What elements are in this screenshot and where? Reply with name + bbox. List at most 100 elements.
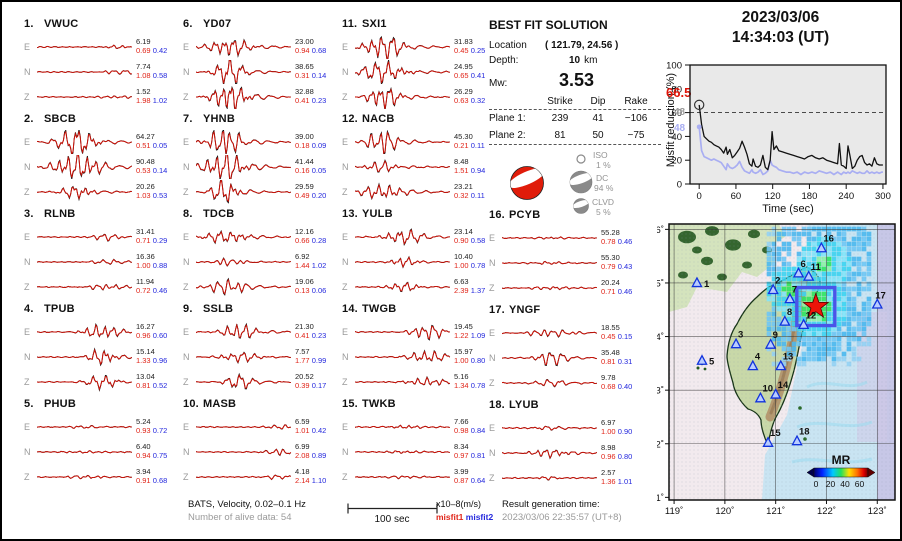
amplitude-value: 16.36 — [136, 252, 155, 261]
mw-value: 3.53 — [559, 70, 595, 90]
channel-label: E — [342, 421, 349, 432]
misfit2-value: 0.11 — [470, 140, 485, 150]
misfit2-value: 0.31 — [617, 356, 633, 366]
station-panel-tdcb: 8. TDCB E 12.16 0.66 0.28 N 6.92 1.44 1.02 Z 19.0… — [183, 208, 335, 303]
event-date: 2023/03/06 — [741, 9, 820, 26]
misfit1-value: 2.14 — [295, 475, 310, 485]
misfit2-value: 0.96 — [152, 355, 168, 365]
station-panel-vwuc: 1. VWUC E 6.19 0.69 0.42 N 7.74 1.08 0.58 Z 1.52 1… — [24, 18, 176, 113]
waveform-trace — [502, 448, 598, 460]
misfit2-value: 0.17 — [311, 380, 327, 390]
misfit1-value: 1.98 — [136, 95, 151, 105]
channel-label: N — [24, 446, 31, 457]
misfit1-value: 0.97 — [454, 450, 469, 460]
initial-blue-label: 48 — [674, 123, 686, 134]
amplitude-value: 39.00 — [295, 132, 314, 141]
waveform-trace — [37, 346, 133, 366]
channel-row: N 38.65 0.31 0.14 — [183, 59, 335, 84]
channel-row: N 7.74 1.08 0.58 — [24, 59, 176, 84]
amplitude-value: 31.41 — [136, 227, 155, 236]
amplitude-value: 4.18 — [295, 467, 310, 476]
channel-label: E — [183, 136, 190, 147]
channel-row: E 19.45 1.22 1.09 — [342, 319, 494, 344]
location-label: Location — [489, 40, 527, 51]
amplitude-value: 6.92 — [295, 252, 310, 261]
misfit1-value: 1.44 — [295, 260, 310, 270]
amplitude-value: 20.26 — [136, 182, 155, 191]
channel-row: Z 20.24 0.71 0.46 — [489, 275, 641, 300]
station-title: 1. VWUC — [24, 18, 79, 30]
channel-label: E — [342, 231, 349, 242]
channel-row: N 35.48 0.81 0.31 — [489, 345, 641, 370]
amplitude-value: 10.40 — [454, 252, 473, 261]
channel-row: E 6.97 1.00 0.90 — [489, 415, 641, 440]
channel-row: E 31.83 0.45 0.25 — [342, 34, 494, 59]
waveform-trace — [196, 447, 292, 456]
channel-values: 21.30 0.41 0.23 — [295, 322, 327, 340]
map-station-number: 2 — [775, 275, 780, 286]
x-tick-label: 120 — [765, 191, 781, 202]
col-dip: Dip — [590, 95, 606, 107]
channel-row: N 10.40 1.00 0.78 — [342, 249, 494, 274]
station-map: 1 2 3 4 5 6 7 8 9 10 11 12 13 14 15 16 17 18 119˚ 120˚ 121˚ 1… — [650, 217, 900, 522]
map-station-marker: 15 — [762, 428, 781, 447]
amplitude-value: 23.21 — [454, 182, 473, 191]
misfit1-value: 0.45 — [454, 45, 469, 55]
channel-label: Z — [183, 91, 189, 102]
misfit2-series-line — [698, 126, 883, 176]
channel-values: 55.30 0.79 0.43 — [601, 253, 632, 271]
misfit2-value: 0.68 — [152, 475, 168, 485]
channel-row: N 55.30 0.79 0.43 — [489, 250, 641, 275]
amplitude-value: 24.95 — [454, 62, 473, 71]
channel-label: N — [183, 256, 190, 267]
lon-tick-label: 123˚ — [868, 506, 887, 517]
station-title: 2. SBCB — [24, 113, 76, 125]
plane2-strike: 81 — [554, 130, 566, 141]
station-title: 4. TPUB — [24, 303, 75, 315]
channel-label: Z — [489, 472, 495, 483]
amplitude-value: 6.59 — [295, 417, 310, 426]
station-title: 7. YHNB — [183, 113, 235, 125]
waveform-trace — [196, 59, 291, 84]
channel-values: 64.27 0.51 0.05 — [136, 132, 167, 150]
channel-label: E — [183, 326, 190, 337]
misfit2-value: 0.23 — [311, 330, 327, 340]
y-tick-label: 0 — [677, 180, 682, 191]
waveform-trace — [37, 44, 132, 49]
amplitude-value: 18.55 — [601, 323, 620, 332]
map-station-marker: 5 — [696, 354, 715, 368]
main-beachball-icon — [510, 166, 544, 200]
amplitude-value: 21.30 — [295, 322, 314, 331]
channel-values: 41.44 0.16 0.05 — [295, 157, 326, 175]
channel-label: E — [342, 41, 349, 52]
waveform-trace — [196, 38, 291, 58]
channel-label: Z — [24, 471, 30, 482]
channel-label: N — [489, 447, 496, 458]
channel-row: N 8.98 0.96 0.80 — [489, 440, 641, 465]
amplitude-value: 15.97 — [454, 347, 473, 356]
waveform-trace — [502, 235, 597, 240]
waveform-trace — [355, 348, 451, 362]
channel-values: 20.52 0.39 0.17 — [295, 372, 327, 390]
misfit1-value: 1.00 — [601, 426, 616, 436]
waveform-trace — [355, 255, 450, 269]
misfit2-value: 0.46 — [617, 236, 633, 246]
channel-values: 39.00 0.18 0.09 — [295, 132, 326, 150]
misfit2-value: 0.75 — [152, 450, 168, 460]
map-station-number: 6 — [801, 259, 806, 270]
misfit2-value: 0.06 — [311, 285, 327, 295]
amplitude-value: 35.48 — [601, 348, 620, 357]
misfit1-value: 0.18 — [295, 140, 310, 150]
map-station-number: 14 — [778, 380, 789, 391]
misfit2-value: 1.09 — [470, 330, 486, 340]
misfit-chart-svg: 0 20 40 60 80 100 0 60 120 180 240 300 66.5 48 48 Time … — [666, 61, 891, 216]
amplitude-value: 6.99 — [295, 442, 310, 451]
channel-label: N — [24, 351, 31, 362]
misfit1-value: 1.34 — [454, 380, 469, 390]
misfit1-legend-label: misfit1 — [436, 512, 464, 522]
misfit1-value: 1.51 — [454, 165, 469, 175]
misfit-reduction-chart: 0 20 40 60 80 100 0 60 120 180 240 300 66.5 48 48 Time … — [654, 57, 899, 220]
channel-values: 15.14 1.33 0.96 — [136, 347, 168, 365]
misfit1-value: 0.96 — [136, 330, 151, 340]
channel-values: 24.95 0.65 0.41 — [454, 62, 485, 80]
